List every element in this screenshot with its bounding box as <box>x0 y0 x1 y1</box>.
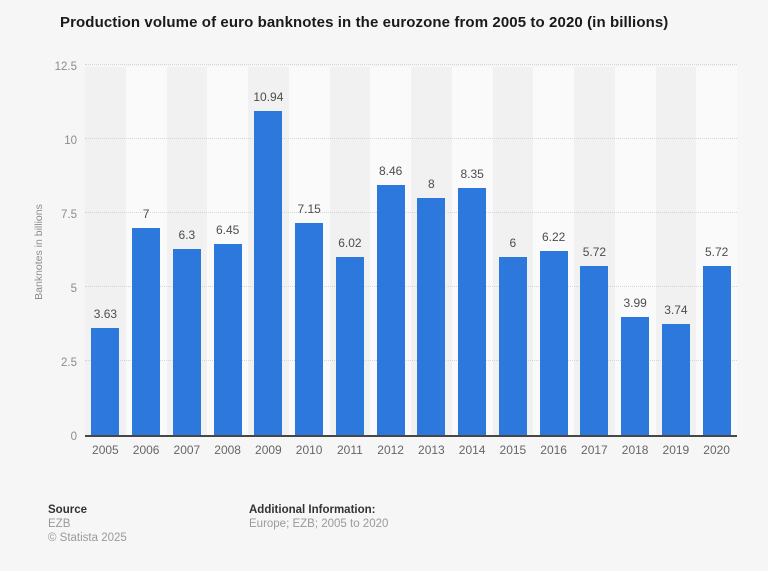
bar-2011[interactable] <box>335 256 364 435</box>
bar-value-label-2007: 6.3 <box>178 227 196 242</box>
gridline-12.5 <box>85 64 737 65</box>
additional-info-value: Europe; EZB; 2005 to 2020 <box>249 518 389 530</box>
y-tick-label-0: 0 <box>70 431 77 443</box>
chart-column-2017: 5.72 <box>574 67 615 435</box>
bar-2012[interactable] <box>376 184 405 435</box>
bar-2007[interactable] <box>172 248 201 435</box>
bar-value-label-2009: 10.94 <box>253 90 284 105</box>
chart-column-2006: 7 <box>126 67 167 435</box>
source-label: Source <box>48 504 87 516</box>
x-tick-label-2017: 2017 <box>581 443 608 457</box>
x-tick-label-2018: 2018 <box>621 443 649 457</box>
chart-column-2014: 8.35 <box>452 67 493 435</box>
chart-column-2020: 5.72 <box>696 67 737 435</box>
chart-column-2005: 3.63 <box>85 67 126 435</box>
footer-source-block: Source EZB © Statista 2025 <box>48 503 127 545</box>
gridline-7.5 <box>85 212 737 213</box>
bar-value-label-2019: 3.74 <box>664 303 688 318</box>
additional-info-label: Additional Information: <box>249 504 376 516</box>
chart-column-2018: 3.99 <box>615 67 656 435</box>
bar-value-label-2014: 8.35 <box>460 166 484 181</box>
y-axis-tick-labels: 0 2.5 5 7.5 10 12.5 <box>0 61 77 443</box>
chart-column-2015: 6 <box>493 67 534 435</box>
chart-column-2013: 8 <box>411 67 452 435</box>
footer-additional-block: Additional Information: Europe; EZB; 200… <box>249 503 388 531</box>
bar-2014[interactable] <box>458 187 487 435</box>
bar-2005[interactable] <box>91 327 120 435</box>
bar-value-label-2013: 8 <box>428 177 435 192</box>
x-tick-label-2020: 2020 <box>703 443 730 457</box>
bar-value-label-2012: 8.46 <box>378 163 403 178</box>
bar-2015[interactable] <box>498 257 527 435</box>
bar-columns: 3.63 7 6.3 6.45 10.94 7.15 6.02 8.46 8 8.35 6 6.22 5… <box>85 67 737 435</box>
x-axis-labels: 2005 2006 2007 2008 2009 2010 2011 2012 2013 2014… <box>85 443 737 457</box>
x-tick-label-2010: 2010 <box>295 443 323 457</box>
chart-column-2010: 7.15 <box>289 67 330 435</box>
bar-2013[interactable] <box>417 198 446 435</box>
y-tick-label-5: 5 <box>70 283 77 295</box>
bar-2019[interactable] <box>661 324 690 435</box>
bar-2016[interactable] <box>539 250 568 435</box>
gridline-5 <box>85 286 737 287</box>
y-tick-label-12.5: 12.5 <box>54 61 77 73</box>
bar-value-label-2020: 5.72 <box>704 244 729 259</box>
x-tick-label-2016: 2016 <box>540 443 567 457</box>
x-tick-label-2011: 2011 <box>336 443 363 457</box>
bar-value-label-2010: 7.15 <box>297 202 321 217</box>
y-tick-label-10: 10 <box>64 135 77 147</box>
gridline-2.5 <box>85 360 737 361</box>
x-tick-label-2019: 2019 <box>662 443 690 457</box>
y-tick-label-7.5: 7.5 <box>61 209 77 221</box>
bar-value-label-2016: 6.22 <box>541 229 566 244</box>
plot-area: 3.63 7 6.3 6.45 10.94 7.15 6.02 8.46 8 8.35 6 6.22 5… <box>85 64 737 437</box>
bar-value-label-2005: 3.63 <box>93 306 118 321</box>
bar-value-label-2015: 6 <box>509 236 517 251</box>
chart-column-2012: 8.46 <box>370 67 411 435</box>
bar-value-label-2011: 6.02 <box>338 235 362 250</box>
x-tick-label-2012: 2012 <box>377 443 404 457</box>
chart-column-2007: 6.3 <box>167 67 208 435</box>
bar-2009[interactable] <box>254 111 283 435</box>
bar-2006[interactable] <box>132 227 161 435</box>
bar-2010[interactable] <box>295 223 324 435</box>
chart-column-2016: 6.22 <box>533 67 574 435</box>
bar-2017[interactable] <box>580 265 609 435</box>
x-tick-label-2015: 2015 <box>499 443 527 457</box>
gridline-10 <box>85 138 737 139</box>
chart-column-2019: 3.74 <box>656 67 697 435</box>
chart-column-2011: 6.02 <box>330 67 371 435</box>
x-tick-label-2006: 2006 <box>132 443 160 457</box>
chart-column-2008: 6.45 <box>207 67 248 435</box>
bar-2020[interactable] <box>702 265 731 435</box>
x-tick-label-2013: 2013 <box>418 443 445 457</box>
bar-value-label-2017: 5.72 <box>582 244 607 259</box>
x-tick-label-2007: 2007 <box>173 443 201 457</box>
x-tick-label-2005: 2005 <box>92 443 119 457</box>
chart-title: Production volume of euro banknotes in t… <box>60 14 669 31</box>
bar-value-label-2018: 3.99 <box>623 295 647 310</box>
source-value: EZB <box>48 518 71 530</box>
bar-2008[interactable] <box>213 244 242 435</box>
y-tick-label-2.5: 2.5 <box>61 357 77 369</box>
bar-value-label-2008: 6.45 <box>215 223 240 238</box>
bar-2018[interactable] <box>621 316 650 435</box>
chart-column-2009: 10.94 <box>248 67 289 435</box>
x-tick-label-2008: 2008 <box>214 443 241 457</box>
x-tick-label-2014: 2014 <box>458 443 486 457</box>
copyright-notice: © Statista 2025 <box>48 532 127 544</box>
x-tick-label-2009: 2009 <box>255 443 282 457</box>
bar-value-label-2006: 7 <box>142 206 150 221</box>
